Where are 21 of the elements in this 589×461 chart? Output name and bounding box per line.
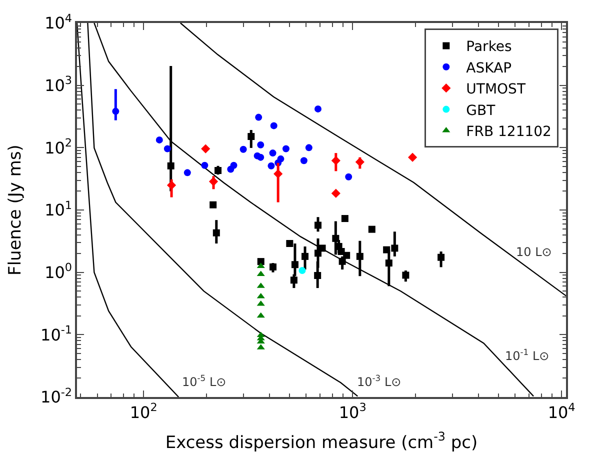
y-tick-label: 10$^{-2}$ [40, 386, 72, 407]
y-tick-label: 10$^{3}$ [44, 74, 72, 95]
legend-label: ASKAP [466, 60, 512, 76]
series-label: 10$^{-5}$ L⊙ [182, 373, 226, 390]
y-tick-label: 10$^{4}$ [44, 12, 72, 33]
y-tick-label: 10$^{1}$ [44, 198, 72, 220]
series-label: 10$^{-3}$ L⊙ [357, 373, 402, 390]
y-tick-label: 10$^{2}$ [44, 136, 72, 158]
x-tick-label: 10$^{2}$ [130, 401, 158, 422]
x-axis-title: Excess dispersion measure (cm$^{-3}$ pc) [165, 430, 478, 453]
series-label: 10 L⊙ [516, 245, 552, 259]
legend-label: UTMOST [466, 82, 526, 98]
y-tick-label: 10$^{0}$ [44, 261, 72, 282]
y-tick-label: 10$^{-1}$ [40, 324, 72, 344]
x-tick-label: 10$^{4}$ [548, 401, 576, 422]
series-label: 10$^{-1}$ L⊙ [505, 347, 550, 364]
legend-label: Parkes [466, 39, 512, 56]
legend-label: GBT [466, 102, 496, 119]
y-axis-title: Fluence (Jy ms) [6, 144, 26, 276]
legend-label: FRB 121102 [466, 124, 552, 140]
x-tick-label: 10$^{3}$ [338, 401, 366, 422]
